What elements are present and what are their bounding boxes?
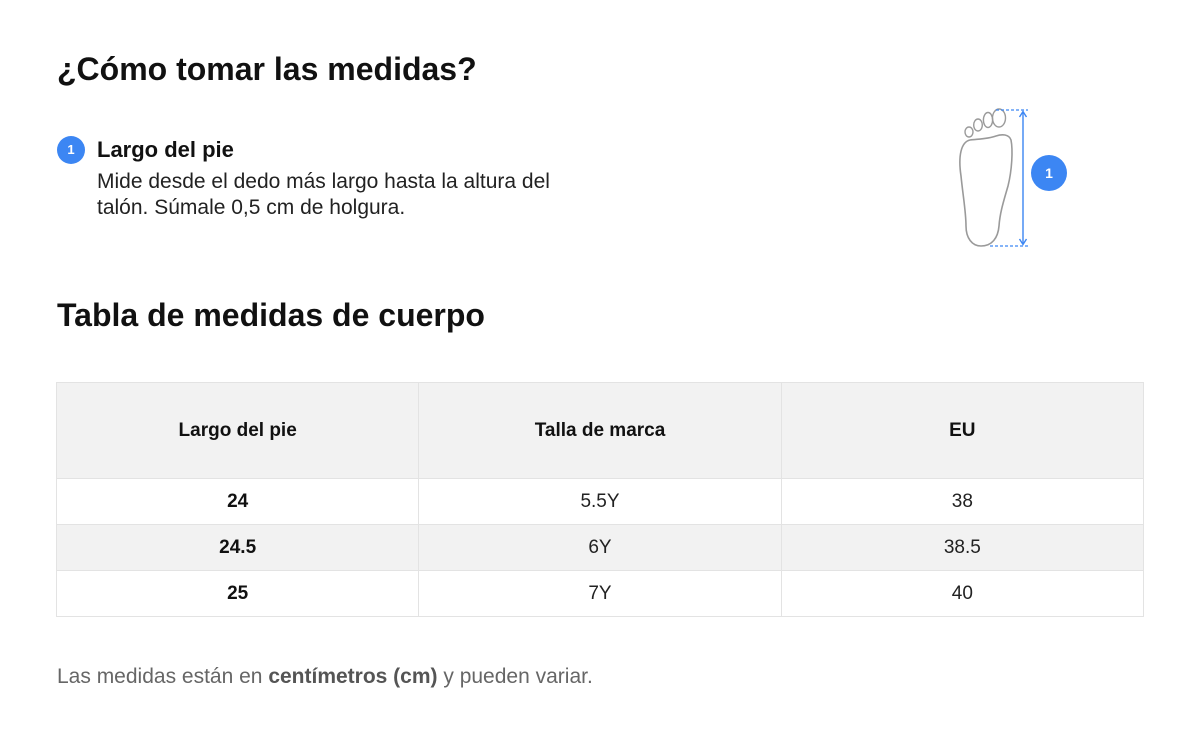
column-header-brand-size: Talla de marca xyxy=(418,382,782,479)
table-cell: 5.5Y xyxy=(418,478,782,525)
size-table: Largo del pie Talla de marca EU 24 5.5Y … xyxy=(55,382,1145,617)
table-cell: 6Y xyxy=(418,524,782,571)
table-cell: 38.5 xyxy=(780,524,1145,571)
table-cell: 7Y xyxy=(418,570,782,617)
table-row: 24.5 6Y 38.5 xyxy=(55,524,1145,571)
table-cell: 38 xyxy=(780,478,1145,525)
table-cell: 24.5 xyxy=(55,524,420,571)
size-table-title: Tabla de medidas de cuerpo xyxy=(57,297,485,333)
table-cell: 25 xyxy=(55,570,420,617)
step-title: Largo del pie xyxy=(97,137,234,162)
column-header-foot-length: Largo del pie xyxy=(55,382,420,479)
page-title: ¿Cómo tomar las medidas? xyxy=(57,51,477,87)
figure-number-badge: 1 xyxy=(1031,155,1067,191)
table-row: 24 5.5Y 38 xyxy=(55,478,1145,525)
table-cell: 24 xyxy=(55,478,420,525)
step-description: Mide desde el dedo más largo hasta la al… xyxy=(97,170,550,219)
column-header-eu: EU xyxy=(780,382,1145,479)
step-number-badge: 1 xyxy=(57,136,85,164)
table-header-row: Largo del pie Talla de marca EU xyxy=(55,382,1145,479)
table-row: 25 7Y 40 xyxy=(55,570,1145,617)
note-prefix: Las medidas están en xyxy=(57,665,269,688)
note-suffix: y pueden variar. xyxy=(437,665,593,688)
note-units-emphasis: centímetros (cm) xyxy=(268,665,438,688)
foot-measurement-illustration: 1 xyxy=(950,104,1080,254)
foot-length-icon xyxy=(959,108,1028,247)
table-cell: 40 xyxy=(780,570,1145,617)
units-note: Las medidas están en centímetros (cm) y … xyxy=(57,662,593,692)
